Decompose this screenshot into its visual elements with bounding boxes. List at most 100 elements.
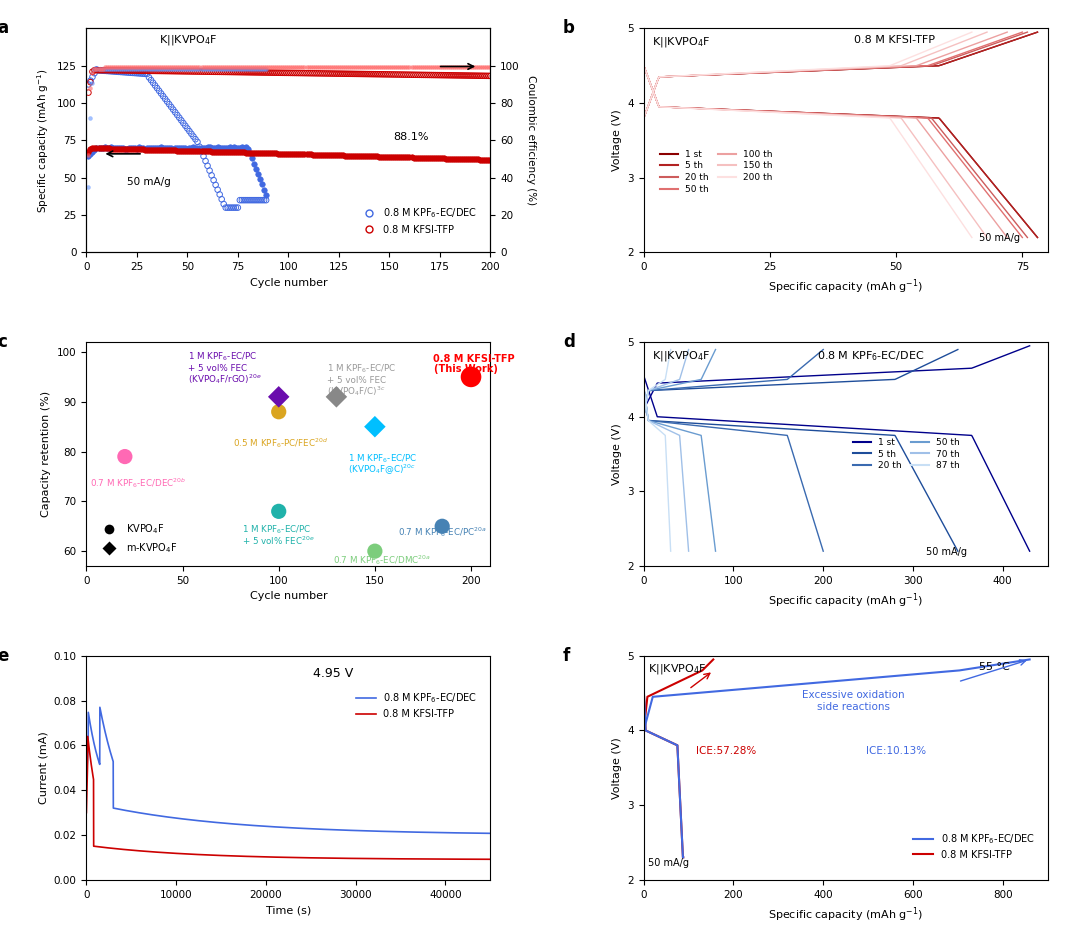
Point (102, 61, 119, 76)
Point (451, 68, 469, 83)
Legend: KVPO$_4$F, m-KVPO$_4$F: KVPO$_4$F, m-KVPO$_4$F (95, 518, 181, 559)
Y-axis label: Coulombic efficiency (%): Coulombic efficiency (%) (526, 76, 537, 205)
Point (205, 64, 222, 79)
Point (183, 64, 200, 79)
Point (134, 140, 151, 155)
Point (245, 59, 262, 74)
0.8 M KFSI-TFP (150, 847, 163, 858)
Point (270, 146, 287, 161)
Point (401, 67, 418, 82)
Point (92, 141, 109, 156)
Point (477, 152, 495, 167)
Point (124, 140, 141, 155)
Point (183, 126, 200, 141)
Point (177, 61, 194, 76)
Point (366, 149, 383, 164)
Point (463, 151, 481, 166)
Point (154, 63, 172, 79)
Point (292, 59, 309, 74)
Point (243, 150, 260, 166)
Point (240, 193, 257, 208)
Point (147, 78, 164, 93)
Point (96, 61, 113, 76)
Point (191, 64, 208, 79)
Text: 0.8 M KPF$_6$-EC/DEC: 0.8 M KPF$_6$-EC/DEC (818, 349, 924, 362)
Point (338, 66, 355, 81)
Point (403, 67, 420, 82)
Point (238, 145, 255, 160)
Point (456, 68, 473, 83)
Point (482, 59, 499, 74)
0.8 M KFSI-TFP (476, 853, 489, 865)
Point (193, 144, 211, 159)
Point (117, 141, 134, 156)
Point (104, 141, 121, 156)
Point (282, 147, 299, 162)
Point (389, 67, 406, 82)
Point (275, 65, 293, 80)
Point (134, 66, 151, 81)
Point (193, 140, 211, 155)
Point (352, 149, 369, 164)
Point (112, 62, 130, 78)
Point (403, 59, 420, 74)
Point (280, 65, 297, 80)
Point (100, 63, 118, 79)
Point (482, 68, 499, 83)
Point (80, 85, 97, 100)
Point (249, 61, 267, 76)
Point (124, 59, 141, 74)
Point (194, 144, 212, 159)
Point (215, 64, 232, 79)
Point (201, 163, 218, 178)
Point (396, 149, 414, 165)
Point (257, 65, 274, 80)
Point (264, 65, 281, 80)
X-axis label: Specific capacity (mAh g$^{-1}$): Specific capacity (mAh g$^{-1}$) (768, 278, 923, 296)
Point (124, 63, 141, 79)
Point (327, 389, 345, 404)
Point (294, 59, 311, 74)
Point (213, 140, 230, 155)
Point (330, 148, 348, 163)
Point (90, 62, 107, 78)
Point (415, 150, 432, 166)
Point (185, 129, 202, 144)
Point (164, 143, 181, 158)
Point (245, 193, 262, 208)
Point (126, 65, 144, 80)
Point (340, 149, 357, 164)
Point (454, 68, 471, 83)
Point (442, 68, 459, 83)
Point (254, 146, 271, 161)
Point (431, 67, 448, 82)
Point (173, 63, 190, 79)
Point (126, 61, 144, 76)
Text: 4.95 V: 4.95 V (312, 667, 353, 680)
0.8 M KFSI-TFP (80, 807, 93, 818)
Point (92, 62, 109, 78)
Point (254, 59, 271, 74)
Point (168, 63, 186, 79)
Point (231, 140, 248, 155)
Point (210, 59, 227, 74)
Point (379, 59, 396, 74)
Point (207, 64, 225, 79)
Point (143, 142, 160, 157)
Point (271, 146, 288, 161)
Point (252, 146, 269, 161)
Point (205, 59, 222, 74)
Point (114, 141, 132, 156)
Point (140, 70, 158, 85)
Point (122, 59, 139, 74)
Point (132, 61, 149, 76)
Point (345, 59, 362, 74)
Point (194, 149, 212, 164)
Point (310, 59, 327, 74)
Point (314, 66, 332, 81)
Point (409, 150, 427, 166)
Point (205, 144, 222, 159)
Point (370, 149, 388, 164)
Point (289, 147, 307, 162)
Point (131, 142, 148, 157)
